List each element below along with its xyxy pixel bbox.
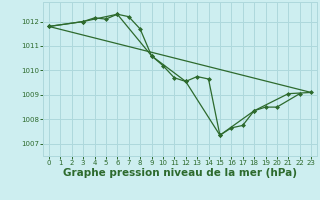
X-axis label: Graphe pression niveau de la mer (hPa): Graphe pression niveau de la mer (hPa) [63, 168, 297, 178]
